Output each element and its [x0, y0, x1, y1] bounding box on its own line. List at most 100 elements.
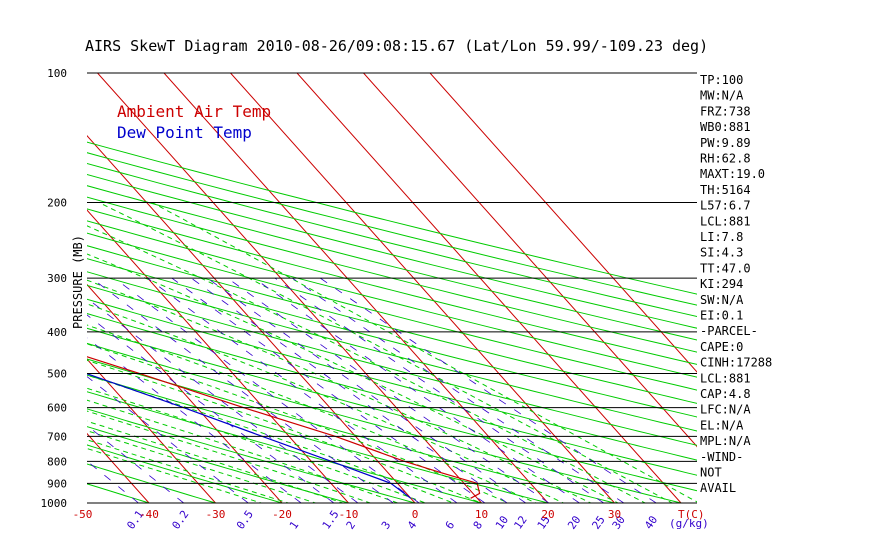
mixing-ratio-line [87, 460, 139, 503]
mixing-ratio-tick-label: 15 [535, 513, 553, 531]
dry-adiabat-line [87, 141, 697, 295]
mixing-ratio-line [253, 277, 580, 503]
dry-adiabat-line [87, 358, 617, 503]
index-entry: TH:5164 [700, 183, 751, 197]
index-entry: L57:6.7 [700, 199, 751, 213]
dry-adiabat-line [87, 258, 697, 418]
legend-entry: Dew Point Temp [117, 123, 252, 142]
index-entry: -PARCEL- [700, 324, 758, 338]
series-line-ambient-air-temp [87, 356, 481, 499]
mixing-ratio-line [171, 277, 486, 503]
mixing-ratio-tick-label: 30 [610, 513, 628, 531]
pressure-tick-label: 100 [47, 67, 67, 80]
index-entry: LCL:881 [700, 214, 751, 228]
index-entry: TT:47.0 [700, 261, 751, 275]
index-entry: MAXT:19.0 [700, 167, 765, 181]
isotherm-line [0, 73, 16, 503]
mixing-ratio-tick-label: 3 [379, 519, 393, 532]
dry-adiabat-line [0, 73, 112, 512]
moist-adiabat-line [98, 201, 674, 503]
moist-adiabat-line [87, 420, 345, 503]
sounding-series [87, 356, 481, 499]
legend-entry: Ambient Air Temp [117, 102, 271, 121]
y-axis-label: PRESSURE (MB) [71, 235, 85, 329]
dry-adiabat-line [87, 162, 697, 318]
dry-adiabat-line [87, 232, 697, 391]
mixing-ratio-line [87, 376, 249, 503]
index-entry: LI:7.8 [700, 230, 743, 244]
isotherm-line [363, 73, 697, 448]
mixing-ratio-line [87, 424, 184, 503]
temp-bottom-tick-label: 30 [608, 508, 621, 521]
dry-adiabat-line [87, 208, 697, 365]
moist-adiabat-line [87, 399, 400, 503]
chart-title: AIRS SkewT Diagram 2010-08-26/09:08:15.6… [85, 37, 708, 55]
index-entry: SW:N/A [700, 293, 744, 307]
pressure-tick-label: 1000 [41, 497, 68, 510]
mixing-ratio-tick-label: 12 [511, 513, 529, 531]
dry-adiabat-line [0, 73, 44, 512]
temp-bottom-tick-label: -20 [272, 508, 292, 521]
mixing-ratio-line [227, 277, 550, 503]
mixing-ratio-tick-label: 0.2 [169, 508, 191, 532]
dry-adiabat-line [87, 426, 351, 503]
temp-bottom-tick-label: -10 [339, 508, 359, 521]
mixing-ratio-unit-label: (g/kg) [669, 517, 709, 530]
isotherm-line [87, 358, 216, 503]
index-entry: LFC:N/A [700, 403, 751, 417]
index-entry: NOT [700, 466, 722, 480]
index-entry: -WIND- [700, 450, 743, 464]
dry-adiabat-line [87, 284, 697, 446]
dry-adiabat-line [87, 463, 218, 503]
mixing-ratio-line [320, 277, 657, 503]
dry-adiabat-line [87, 173, 697, 329]
mixing-ratio-line [147, 277, 458, 503]
dry-adiabat-line [87, 444, 284, 503]
pressure-tick-label: 700 [47, 430, 67, 443]
index-entry: AVAIL [700, 481, 736, 495]
mixing-ratio-line [114, 277, 420, 503]
mixing-ratio-tick-label: 25 [589, 513, 607, 531]
temp-bottom-tick-label: 20 [541, 508, 554, 521]
mixing-ratio-tick-label: 40 [642, 513, 660, 531]
index-entry: MW:N/A [700, 89, 744, 103]
index-entry: EI:0.1 [700, 309, 743, 323]
grid-lines [0, 73, 697, 512]
temp-bottom-tick-label: -50 [73, 508, 93, 521]
index-entry: RH:62.8 [700, 152, 751, 166]
dry-adiabat-line [87, 391, 484, 503]
mixing-ratio-line [207, 277, 526, 503]
mixing-ratio-tick-label: 6 [443, 519, 457, 532]
isotherm-line [163, 73, 549, 503]
pressure-tick-label: 800 [47, 455, 67, 468]
isotherm-line [230, 73, 615, 503]
moist-adiabat-line [87, 225, 647, 503]
mixing-ratio-line [87, 337, 302, 503]
mixing-ratio-line [87, 297, 359, 503]
moist-adiabat-line [87, 359, 483, 503]
mixing-ratio-line [87, 314, 335, 503]
mixing-ratio-tick-label: 20 [565, 513, 583, 531]
index-entry: CAP:4.8 [700, 387, 751, 401]
index-entry: EL:N/A [700, 418, 744, 432]
pressure-tick-label: 200 [47, 196, 67, 209]
index-entry: FRZ:738 [700, 104, 751, 118]
mixing-ratio-line [91, 277, 394, 503]
moist-adiabat-line [87, 374, 455, 503]
moist-adiabat-line [87, 303, 565, 503]
index-entry: CAPE:0 [700, 340, 743, 354]
legend: Ambient Air Temp Dew Point Temp [117, 102, 271, 142]
index-entry: KI:294 [700, 277, 743, 291]
pressure-tick-label: 400 [47, 326, 67, 339]
moist-adiabat-line [87, 324, 538, 503]
index-entry: SI:4.3 [700, 246, 743, 260]
dry-adiabat-line [87, 245, 697, 404]
moist-adiabat-line [87, 253, 620, 503]
mixing-ratio-tick-label: 10 [493, 513, 511, 531]
moist-adiabat-line [87, 343, 510, 503]
isotherm-line [87, 209, 349, 503]
temp-bottom-tick-label: 0 [412, 508, 419, 521]
x-axis-label: T(C) [678, 508, 705, 521]
